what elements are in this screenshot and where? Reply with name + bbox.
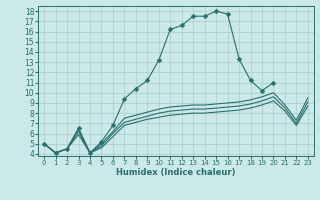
X-axis label: Humidex (Indice chaleur): Humidex (Indice chaleur) [116, 168, 236, 177]
